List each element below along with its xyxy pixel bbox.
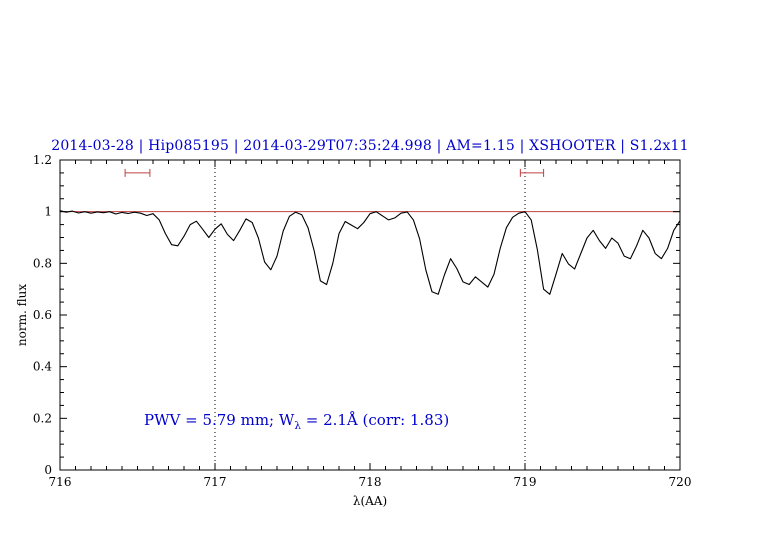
- svg-text:720: 720: [669, 475, 692, 489]
- svg-text:717: 717: [204, 475, 227, 489]
- svg-text:0.6: 0.6: [33, 308, 52, 322]
- y-axis-label: norm. flux: [15, 283, 29, 347]
- annotation-lambda-sub: λ: [294, 420, 301, 432]
- svg-text:1: 1: [44, 205, 52, 219]
- svg-text:0.2: 0.2: [33, 411, 52, 425]
- spectrum-line-group: [59, 210, 681, 295]
- svg-text:718: 718: [359, 475, 382, 489]
- tick-labels-group: 716 717 718 719 720 0 0.2 0.4 0.6 0.8 1 1.2: [33, 153, 692, 489]
- svg-text:0: 0: [44, 463, 52, 477]
- tick-marks-group: [59, 159, 681, 471]
- svg-text:0.4: 0.4: [33, 360, 52, 374]
- x-axis-label: λ(AA): [352, 494, 388, 508]
- annotation-part2: = 2.1Å (corr: 1.83): [300, 411, 450, 429]
- svg-text:719: 719: [514, 475, 537, 489]
- chart-title: 2014-03-28 | Hip085195 | 2014-03-29T07:3…: [51, 138, 689, 154]
- annotation-part1: PWV = 5.79 mm; W: [144, 411, 295, 429]
- svg-text:0.8: 0.8: [33, 256, 52, 270]
- pwv-annotation: PWV = 5.79 mm; Wλ = 2.1Å (corr: 1.83): [144, 411, 449, 432]
- svg-text:716: 716: [49, 475, 72, 489]
- interval-markers-group: [124, 168, 545, 177]
- svg-text:1.2: 1.2: [33, 153, 52, 167]
